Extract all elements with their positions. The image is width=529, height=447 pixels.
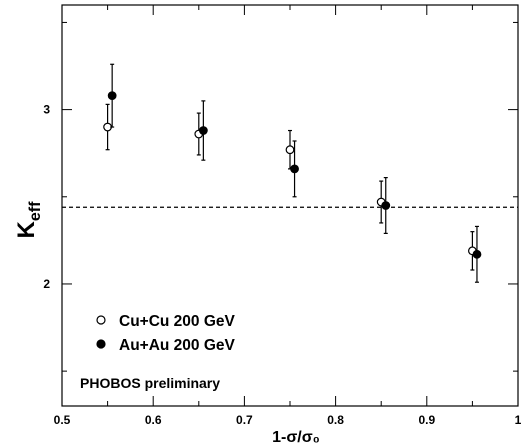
legend-marker-cu [96,315,106,325]
y-tick-label: 3 [43,103,50,117]
data-point-cu [285,145,295,155]
data-marks [103,63,482,283]
y-tick-label: 2 [43,277,50,291]
legend: Cu+Cu 200 GeV Au+Au 200 GeV [96,313,236,354]
data-point-au [198,126,208,135]
x-axis-title: 1-σ/σ₀ [272,429,320,446]
data-point-au [107,91,117,101]
legend-label-au: Au+Au 200 GeV [119,337,236,354]
x-tick-label: 0.8 [327,413,344,427]
annotation-phobos: PHOBOS preliminary [80,375,220,391]
y-axis-title: Keff [13,201,44,239]
x-tick-label: 0.9 [418,413,435,427]
legend-label-cu: Cu+Cu 200 GeV [119,313,236,330]
y-tick-labels: 23 [43,103,50,291]
x-tick-label: 0.5 [54,413,71,427]
x-tick-label: 1 [515,413,522,427]
x-tick-label: 0.7 [236,413,253,427]
x-tick-labels: 0.5 0.6 0.7 0.8 0.9 1 [54,413,522,427]
x-tick-label: 0.6 [145,413,162,427]
legend-marker-au [96,339,106,349]
data-point-au [381,201,391,210]
data-point-au [290,164,299,174]
data-point-au [472,249,482,259]
axis-ticks [61,5,519,406]
